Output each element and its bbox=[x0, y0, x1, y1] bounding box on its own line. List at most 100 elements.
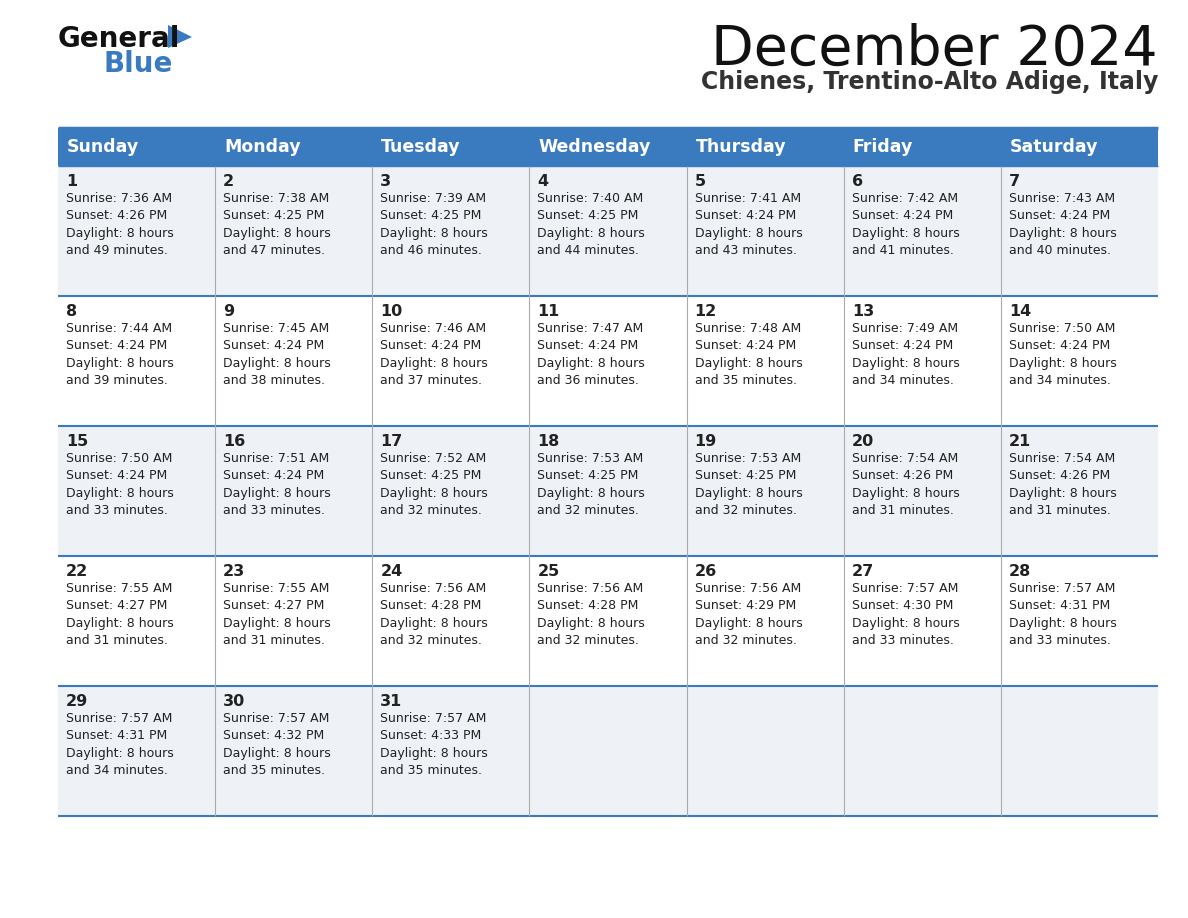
Bar bbox=[58, 296, 215, 426]
Text: Sunrise: 7:41 AM: Sunrise: 7:41 AM bbox=[695, 192, 801, 205]
Text: 26: 26 bbox=[695, 564, 716, 579]
Text: Sunset: 4:24 PM: Sunset: 4:24 PM bbox=[537, 339, 639, 352]
Text: Sunrise: 7:45 AM: Sunrise: 7:45 AM bbox=[223, 321, 329, 334]
Text: Sunrise: 7:51 AM: Sunrise: 7:51 AM bbox=[223, 452, 329, 465]
Text: Daylight: 8 hours: Daylight: 8 hours bbox=[380, 227, 488, 240]
Text: Friday: Friday bbox=[853, 138, 914, 156]
Bar bbox=[530, 426, 687, 556]
Text: Sunrise: 7:44 AM: Sunrise: 7:44 AM bbox=[67, 321, 172, 334]
Text: Sunset: 4:25 PM: Sunset: 4:25 PM bbox=[380, 469, 481, 482]
Text: and 31 minutes.: and 31 minutes. bbox=[67, 634, 168, 647]
Text: Daylight: 8 hours: Daylight: 8 hours bbox=[67, 746, 173, 759]
Text: Daylight: 8 hours: Daylight: 8 hours bbox=[852, 617, 960, 630]
Text: Sunrise: 7:57 AM: Sunrise: 7:57 AM bbox=[852, 581, 958, 595]
Text: Sunrise: 7:48 AM: Sunrise: 7:48 AM bbox=[695, 321, 801, 334]
Text: Daylight: 8 hours: Daylight: 8 hours bbox=[537, 356, 645, 370]
Text: and 36 minutes.: and 36 minutes. bbox=[537, 374, 639, 387]
Text: Chienes, Trentino-Alto Adige, Italy: Chienes, Trentino-Alto Adige, Italy bbox=[701, 70, 1158, 94]
Text: Sunrise: 7:57 AM: Sunrise: 7:57 AM bbox=[380, 711, 487, 724]
Text: Sunrise: 7:56 AM: Sunrise: 7:56 AM bbox=[695, 581, 801, 595]
Text: Daylight: 8 hours: Daylight: 8 hours bbox=[852, 356, 960, 370]
Text: Sunset: 4:30 PM: Sunset: 4:30 PM bbox=[852, 599, 953, 612]
Text: Sunset: 4:24 PM: Sunset: 4:24 PM bbox=[1009, 209, 1110, 222]
Bar bbox=[215, 556, 372, 686]
Text: Sunrise: 7:54 AM: Sunrise: 7:54 AM bbox=[1009, 452, 1116, 465]
Text: Sunrise: 7:55 AM: Sunrise: 7:55 AM bbox=[67, 581, 172, 595]
Bar bbox=[215, 166, 372, 296]
Text: Sunset: 4:27 PM: Sunset: 4:27 PM bbox=[67, 599, 168, 612]
Text: Daylight: 8 hours: Daylight: 8 hours bbox=[67, 227, 173, 240]
Text: Daylight: 8 hours: Daylight: 8 hours bbox=[223, 617, 331, 630]
Bar bbox=[687, 556, 843, 686]
Bar bbox=[1000, 426, 1158, 556]
Text: and 33 minutes.: and 33 minutes. bbox=[223, 504, 326, 517]
Bar bbox=[372, 686, 530, 816]
Text: and 46 minutes.: and 46 minutes. bbox=[380, 244, 482, 257]
Text: 8: 8 bbox=[67, 304, 77, 319]
Text: Daylight: 8 hours: Daylight: 8 hours bbox=[67, 487, 173, 499]
Bar bbox=[687, 426, 843, 556]
Text: Daylight: 8 hours: Daylight: 8 hours bbox=[67, 356, 173, 370]
Text: Sunrise: 7:52 AM: Sunrise: 7:52 AM bbox=[380, 452, 487, 465]
Text: Sunrise: 7:57 AM: Sunrise: 7:57 AM bbox=[223, 711, 329, 724]
Text: and 43 minutes.: and 43 minutes. bbox=[695, 244, 796, 257]
Text: and 33 minutes.: and 33 minutes. bbox=[67, 504, 168, 517]
Text: 1: 1 bbox=[67, 174, 77, 189]
Text: 20: 20 bbox=[852, 434, 874, 449]
Bar bbox=[530, 686, 687, 816]
Text: 24: 24 bbox=[380, 564, 403, 579]
Text: 7: 7 bbox=[1009, 174, 1020, 189]
Text: Daylight: 8 hours: Daylight: 8 hours bbox=[223, 356, 331, 370]
Text: Sunset: 4:25 PM: Sunset: 4:25 PM bbox=[223, 209, 324, 222]
Text: and 47 minutes.: and 47 minutes. bbox=[223, 244, 326, 257]
Text: 30: 30 bbox=[223, 694, 246, 709]
Text: Daylight: 8 hours: Daylight: 8 hours bbox=[1009, 617, 1117, 630]
Text: Tuesday: Tuesday bbox=[381, 138, 461, 156]
Text: Daylight: 8 hours: Daylight: 8 hours bbox=[695, 356, 802, 370]
Text: Sunset: 4:28 PM: Sunset: 4:28 PM bbox=[537, 599, 639, 612]
Text: and 31 minutes.: and 31 minutes. bbox=[1009, 504, 1111, 517]
Text: Sunset: 4:24 PM: Sunset: 4:24 PM bbox=[852, 339, 953, 352]
Text: and 32 minutes.: and 32 minutes. bbox=[695, 634, 796, 647]
Bar bbox=[530, 166, 687, 296]
Bar bbox=[372, 556, 530, 686]
Text: Sunset: 4:28 PM: Sunset: 4:28 PM bbox=[380, 599, 481, 612]
Text: 16: 16 bbox=[223, 434, 246, 449]
Text: Sunset: 4:24 PM: Sunset: 4:24 PM bbox=[695, 339, 796, 352]
Text: Sunset: 4:24 PM: Sunset: 4:24 PM bbox=[223, 339, 324, 352]
Text: and 32 minutes.: and 32 minutes. bbox=[695, 504, 796, 517]
Text: Monday: Monday bbox=[225, 138, 301, 156]
Text: Sunset: 4:31 PM: Sunset: 4:31 PM bbox=[1009, 599, 1110, 612]
Bar bbox=[1000, 128, 1158, 166]
Text: Daylight: 8 hours: Daylight: 8 hours bbox=[695, 227, 802, 240]
Text: 11: 11 bbox=[537, 304, 560, 319]
Text: Daylight: 8 hours: Daylight: 8 hours bbox=[537, 487, 645, 499]
Text: and 32 minutes.: and 32 minutes. bbox=[537, 634, 639, 647]
Text: and 38 minutes.: and 38 minutes. bbox=[223, 374, 326, 387]
Text: and 32 minutes.: and 32 minutes. bbox=[537, 504, 639, 517]
Text: 22: 22 bbox=[67, 564, 88, 579]
Text: 19: 19 bbox=[695, 434, 716, 449]
Text: Daylight: 8 hours: Daylight: 8 hours bbox=[1009, 227, 1117, 240]
Text: Saturday: Saturday bbox=[1010, 138, 1099, 156]
Bar bbox=[687, 166, 843, 296]
Text: and 35 minutes.: and 35 minutes. bbox=[695, 374, 797, 387]
Bar bbox=[530, 128, 687, 166]
Text: Daylight: 8 hours: Daylight: 8 hours bbox=[695, 487, 802, 499]
Text: 23: 23 bbox=[223, 564, 246, 579]
Text: 14: 14 bbox=[1009, 304, 1031, 319]
Text: Wednesday: Wednesday bbox=[538, 138, 651, 156]
Bar bbox=[843, 128, 1000, 166]
Text: Daylight: 8 hours: Daylight: 8 hours bbox=[223, 487, 331, 499]
Text: Sunrise: 7:57 AM: Sunrise: 7:57 AM bbox=[67, 711, 172, 724]
Bar bbox=[843, 686, 1000, 816]
Text: Sunrise: 7:46 AM: Sunrise: 7:46 AM bbox=[380, 321, 486, 334]
Text: Sunset: 4:24 PM: Sunset: 4:24 PM bbox=[852, 209, 953, 222]
Polygon shape bbox=[168, 25, 192, 48]
Text: Sunrise: 7:54 AM: Sunrise: 7:54 AM bbox=[852, 452, 958, 465]
Bar bbox=[372, 128, 530, 166]
Text: Sunset: 4:24 PM: Sunset: 4:24 PM bbox=[380, 339, 481, 352]
Bar bbox=[58, 166, 215, 296]
Text: 10: 10 bbox=[380, 304, 403, 319]
Bar bbox=[1000, 296, 1158, 426]
